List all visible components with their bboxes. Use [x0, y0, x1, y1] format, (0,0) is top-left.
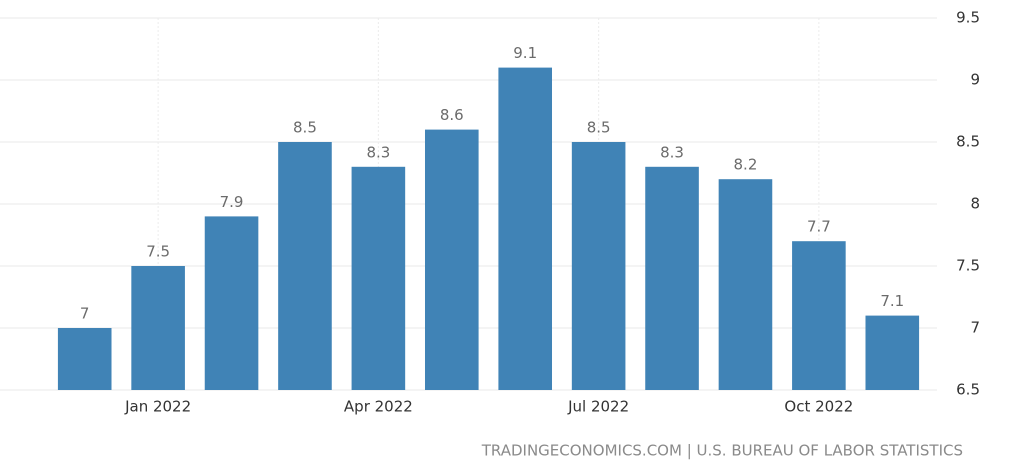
value-label: 7: [80, 305, 90, 323]
y-tick-label: 8: [970, 195, 980, 213]
bar: [131, 266, 185, 390]
value-label: 7.7: [807, 218, 831, 236]
value-label: 8.3: [660, 143, 684, 161]
bar: [57, 328, 112, 390]
bar: [498, 67, 553, 390]
value-label: 8.2: [734, 156, 758, 174]
y-tick-label: 9: [970, 71, 980, 89]
y-tick-label: 8.5: [956, 133, 980, 151]
bar: [424, 129, 479, 390]
bar: [351, 166, 406, 390]
value-label: 8.5: [293, 119, 317, 137]
bar: [204, 216, 259, 390]
value-label: 8.6: [440, 106, 464, 124]
value-label: 8.3: [366, 143, 390, 161]
value-label: 7.9: [220, 193, 244, 211]
bar: [571, 142, 626, 390]
y-tick-label: 6.5: [956, 381, 980, 399]
bar: [792, 241, 846, 390]
bar: [645, 166, 699, 390]
x-tick-label: Apr 2022: [344, 398, 413, 416]
x-tick-label: Jul 2022: [567, 398, 629, 416]
y-tick-label: 7: [970, 319, 980, 337]
y-tick-label: 9.5: [956, 9, 980, 27]
source: TRADINGECONOMICS.COM | U.S. BUREAU OF LA…: [481, 442, 963, 460]
bar: [718, 179, 773, 390]
value-label: 7.1: [880, 292, 904, 310]
y-tick-label: 7.5: [956, 257, 980, 275]
x-tick-label: Jan 2022: [124, 398, 191, 416]
value-label: 7.5: [146, 243, 170, 261]
bar: [278, 142, 332, 390]
value-label: 9.1: [513, 44, 537, 62]
bar: [865, 315, 920, 390]
x-tick-label: Oct 2022: [784, 398, 853, 416]
value-label: 8.5: [587, 119, 611, 137]
